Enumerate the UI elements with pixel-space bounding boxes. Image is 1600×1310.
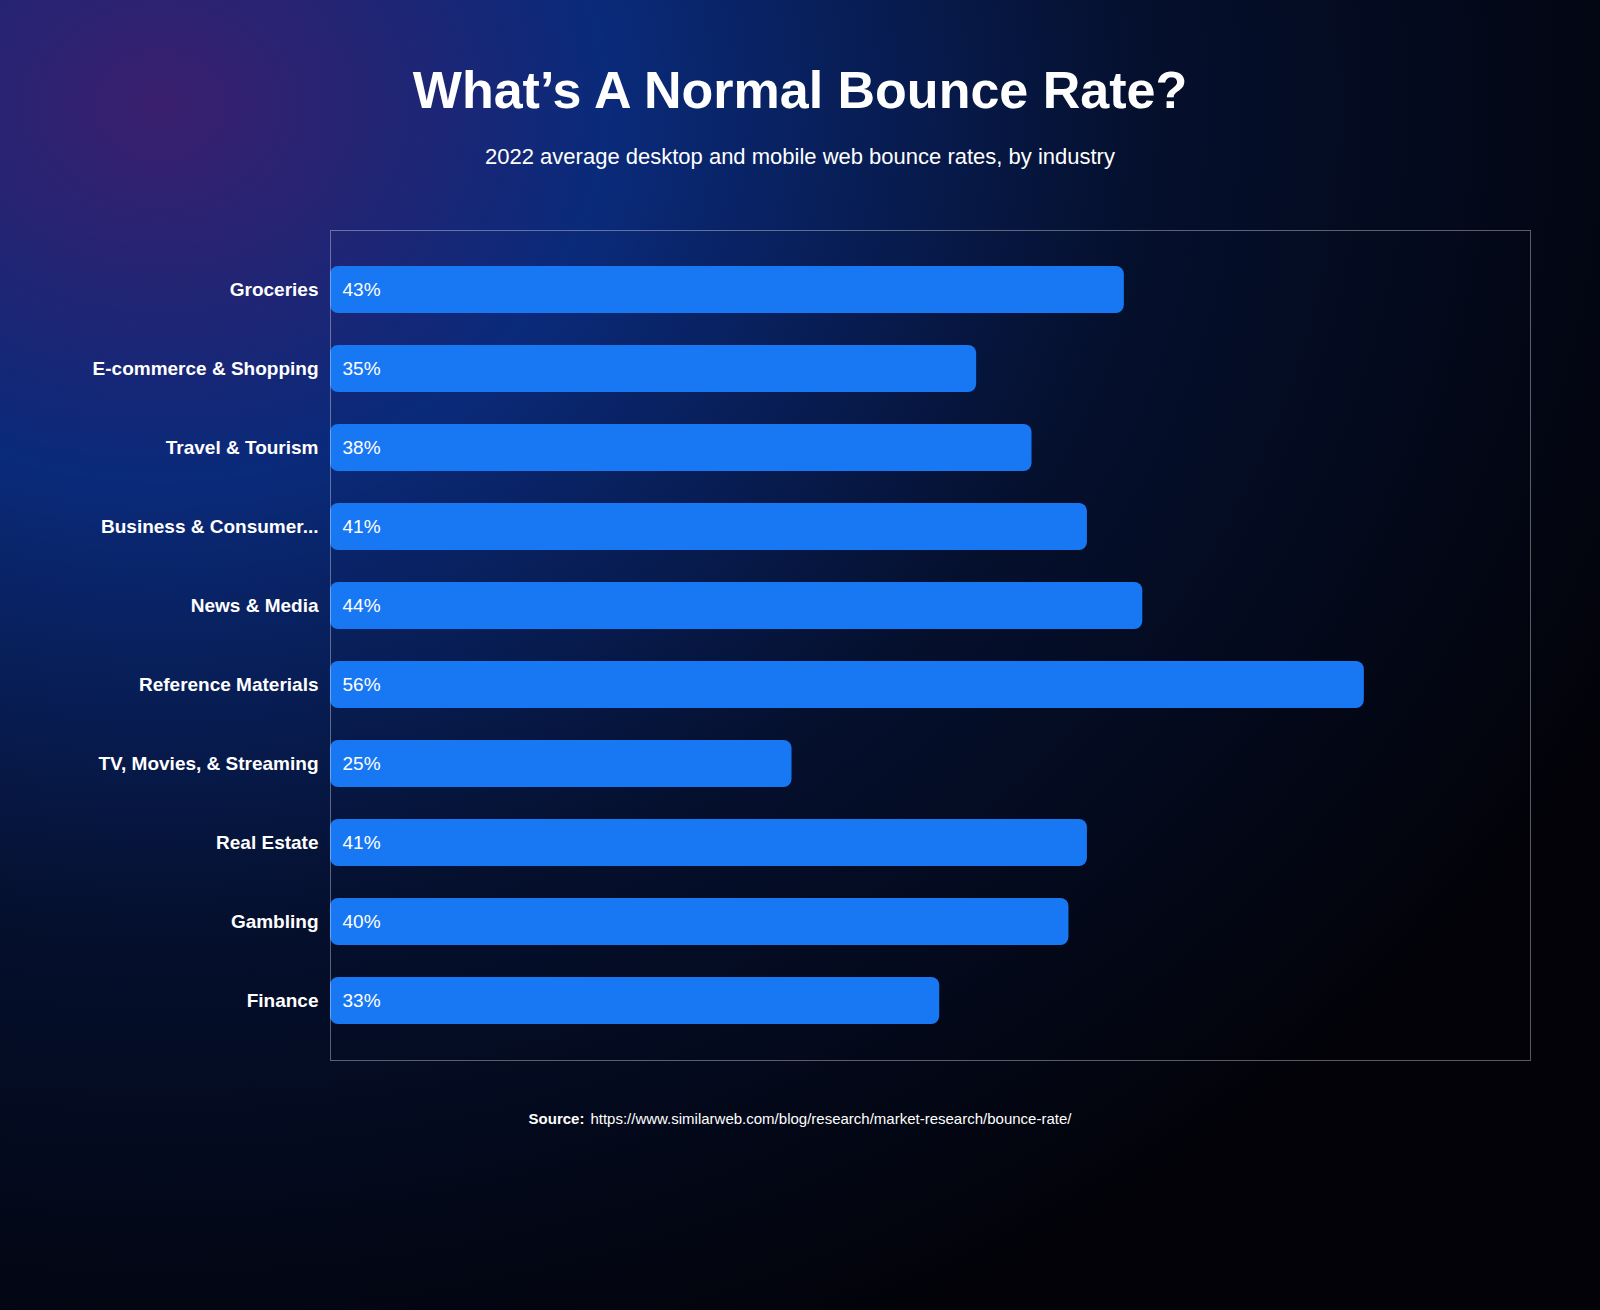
svg-text:56%: 56% bbox=[343, 674, 381, 695]
svg-text:Real Estate: Real Estate bbox=[216, 832, 318, 853]
svg-text:News & Media: News & Media bbox=[191, 595, 319, 616]
svg-text:40%: 40% bbox=[343, 911, 381, 932]
svg-text:38%: 38% bbox=[343, 437, 381, 458]
svg-text:35%: 35% bbox=[343, 358, 381, 379]
html-text:2022 average desktop and mobil: 2022 average desktop and mobile web boun… bbox=[485, 144, 1115, 169]
svg-text:33%: 33% bbox=[343, 990, 381, 1011]
svg-text:43%: 43% bbox=[343, 279, 381, 300]
html-text:Source: https://www.similarweb: Source: https://www.similarweb.com/blog/… bbox=[528, 1110, 1072, 1127]
svg-text:Travel & Tourism: Travel & Tourism bbox=[166, 437, 319, 458]
html-text:What’s A Normal Bounce Rate?: What’s A Normal Bounce Rate? bbox=[412, 61, 1188, 119]
svg-text:41%: 41% bbox=[343, 516, 381, 537]
svg-text:Finance: Finance bbox=[247, 990, 319, 1011]
svg-text:Gambling: Gambling bbox=[231, 911, 319, 932]
svg-text:TV, Movies, & Streaming: TV, Movies, & Streaming bbox=[99, 753, 319, 774]
svg-text:25%: 25% bbox=[343, 753, 381, 774]
svg-text:Groceries: Groceries bbox=[230, 279, 319, 300]
svg-text:E-commerce & Shopping: E-commerce & Shopping bbox=[93, 358, 319, 379]
svg-text:41%: 41% bbox=[343, 832, 381, 853]
svg-text:Business & Consumer...: Business & Consumer... bbox=[101, 516, 319, 537]
svg-text:44%: 44% bbox=[343, 595, 381, 616]
svg-text:Reference Materials: Reference Materials bbox=[139, 674, 319, 695]
